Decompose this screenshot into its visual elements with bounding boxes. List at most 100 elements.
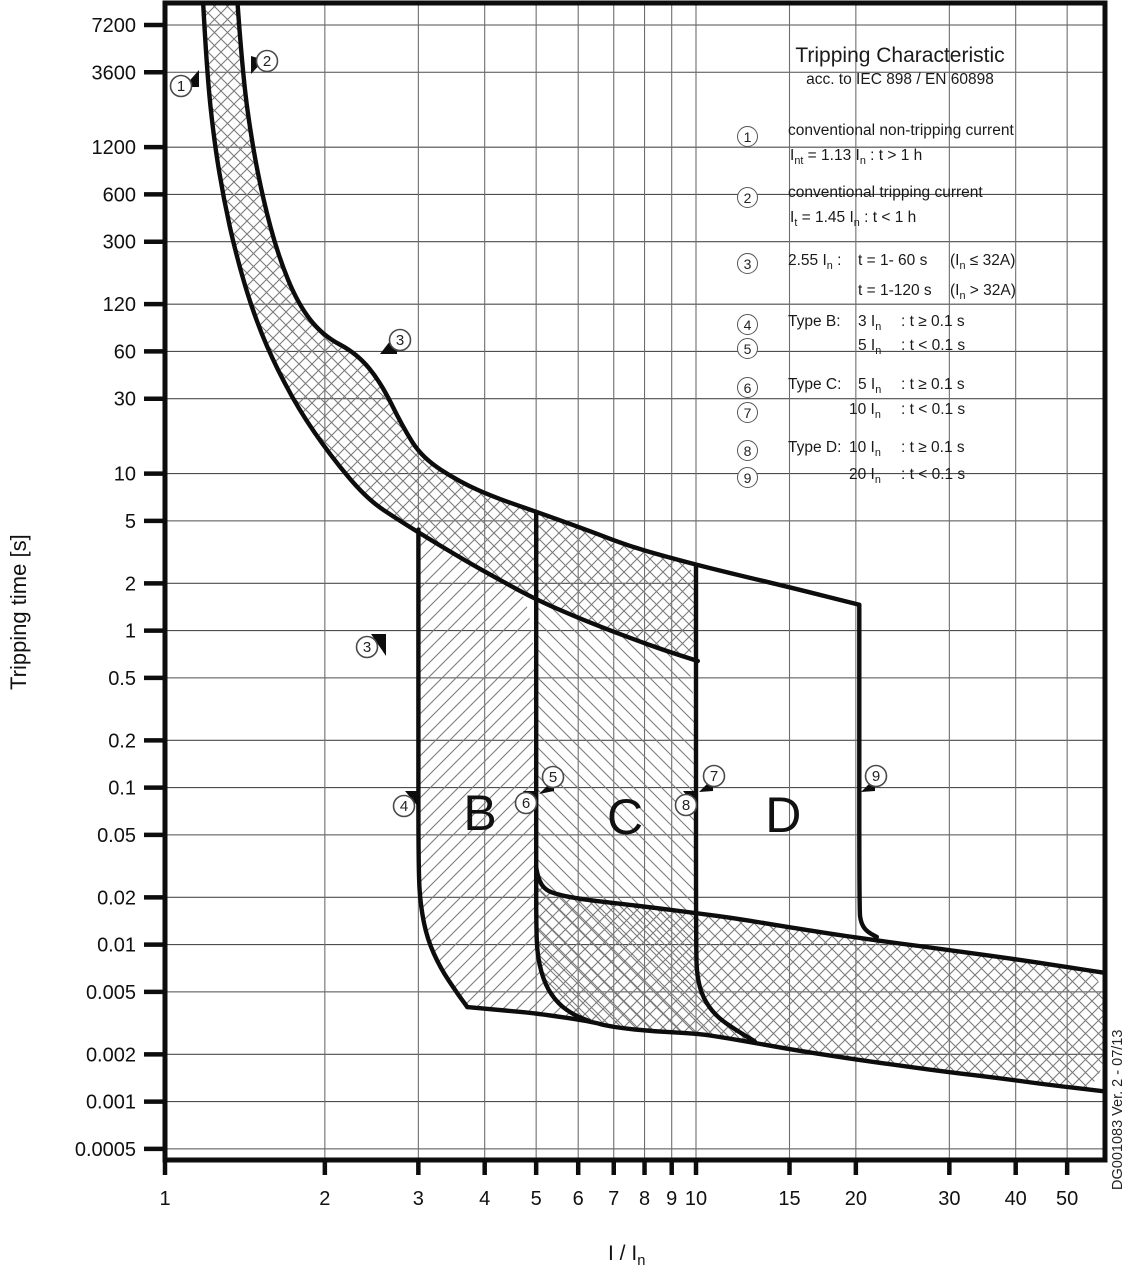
characteristic-curves [201,3,1105,1094]
marker-circle-2 [255,49,279,73]
legend-text-4: Type B: [788,313,841,330]
legend-text-2: It = 1.45 In : t < 1 h [790,209,917,230]
legend-circle-1: 1 [737,125,758,147]
x-tick-label: 40 [1005,1188,1027,1210]
axis-tick-labels: 7200360012006003001206030105210.50.20.10… [75,15,1078,1210]
marker-number-9: 9 [872,768,880,785]
y-tick-label: 600 [103,184,136,206]
marker-number-3: 3 [363,639,371,656]
y-tick-label: 0.2 [108,730,136,752]
document-version-note: DG001083 Ver. 2 - 07/13 [1110,1029,1126,1190]
curve-type-B-3In-boundary [416,527,470,1010]
marker-circle-4 [392,794,416,818]
marker-circle-1 [169,74,193,98]
y-tick-label: 2 [125,573,136,595]
y-tick-label: 300 [103,232,136,254]
y-tick-label: 0.1 [108,778,136,800]
x-axis-title: I / In [608,1242,646,1270]
chart-title: Tripping Characteristic [795,44,1005,67]
y-tick-label: 0.01 [97,935,136,957]
curve-instantaneous-band-upper [534,865,1105,976]
y-tick-label: 0.05 [97,825,136,847]
y-tick-label: 0.5 [108,668,136,690]
curve-conventional-tripping-curve [235,3,862,607]
marker-circle-3 [355,635,379,659]
x-tick-label: 1 [159,1188,170,1210]
legend-text-3: (In ≤ 32A) [950,252,1016,273]
chart-subtitle: acc. to IEC 898 / EN 60898 [806,71,994,88]
y-axis-title: Tripping time [s] [6,534,31,690]
legend-circle-3: 3 [737,252,758,274]
marker-circle-5 [541,765,565,789]
x-tick-label: 6 [573,1188,584,1210]
marker-number-1: 1 [177,78,185,95]
y-tick-label: 0.0005 [75,1139,136,1161]
marker-circle-8 [674,793,698,817]
legend-text-2: conventional tripping current [788,184,983,201]
x-tick-label: 20 [845,1188,867,1210]
marker-number-2: 2 [263,53,271,70]
legend-circle-4: 4 [737,313,758,335]
legend-text-3: t = 1- 60 s [858,252,928,269]
y-tick-label: 0.005 [86,982,136,1004]
region-label-D: D [765,787,801,843]
y-tick-label: 7200 [92,15,137,37]
x-tick-label: 5 [531,1188,542,1210]
legend-text-4: 3 In [858,313,882,334]
marker-circle-6 [514,791,538,815]
legend-circle-9: 9 [737,466,758,488]
legend-circle-8: 8 [737,439,758,461]
x-tick-label: 9 [666,1188,677,1210]
marker-number-7: 7 [710,768,718,785]
marker-number-3: 3 [396,332,404,349]
legend-text-7: : t < 0.1 s [901,401,966,418]
x-tick-label: 7 [608,1188,619,1210]
hatched-regions [203,4,1105,1089]
y-tick-label: 30 [114,389,136,411]
legend-text-3: 2.55 In : [788,252,842,273]
y-tick-label: 1200 [92,137,137,159]
region-label-C: C [607,789,643,845]
y-tick-label: 1 [125,621,136,643]
region-letters: B C D [463,785,801,845]
legend-text-8: Type D: [788,439,842,456]
y-tick-label: 0.02 [97,887,136,909]
x-tick-label: 4 [479,1188,490,1210]
curve-type-C-5In-boundary [533,510,592,1024]
y-tick-label: 0.001 [86,1092,136,1114]
marker-circle-3 [388,328,412,352]
legend-text-3: (In > 32A) [950,282,1016,303]
marker-number-6: 6 [522,795,530,812]
legend-circle-6: 6 [737,376,758,398]
legend-text-7: 10 In [849,401,881,422]
legend-text-3: t = 1-120 s [858,282,932,299]
legend-text-6: 5 In [858,376,882,397]
curve-instantaneous-band-lower [465,1004,1105,1094]
x-tick-label: 2 [319,1188,330,1210]
x-tick-label: 3 [413,1188,424,1210]
x-tick-label: 50 [1056,1188,1078,1210]
x-tick-label: 15 [778,1188,800,1210]
curve-conventional-non-tripping-curve [201,3,700,664]
curve-type-D-20In-boundary [857,602,879,940]
legend-text-5: 5 In [858,337,882,358]
y-tick-label: 5 [125,511,136,533]
x-tick-label: 30 [938,1188,960,1210]
legend-text-8: : t ≥ 0.1 s [901,439,965,456]
legend-text-4: : t ≥ 0.1 s [901,313,965,330]
axis-ticks [144,22,1070,1175]
y-tick-label: 0.002 [86,1044,136,1066]
legend-circle-2: 2 [737,186,758,208]
marker-circle-9 [864,764,888,788]
x-tick-label: 8 [639,1188,650,1210]
region-thermal-band [203,4,698,657]
marker-number-4: 4 [400,798,408,815]
legend-text-5: : t < 0.1 s [901,337,966,354]
y-tick-label: 120 [103,294,136,316]
legend-text-1: conventional non-tripping current [788,122,1014,139]
marker-number-8: 8 [682,797,690,814]
legend-circle-5: 5 [737,337,758,359]
marker-number-5: 5 [549,769,557,786]
